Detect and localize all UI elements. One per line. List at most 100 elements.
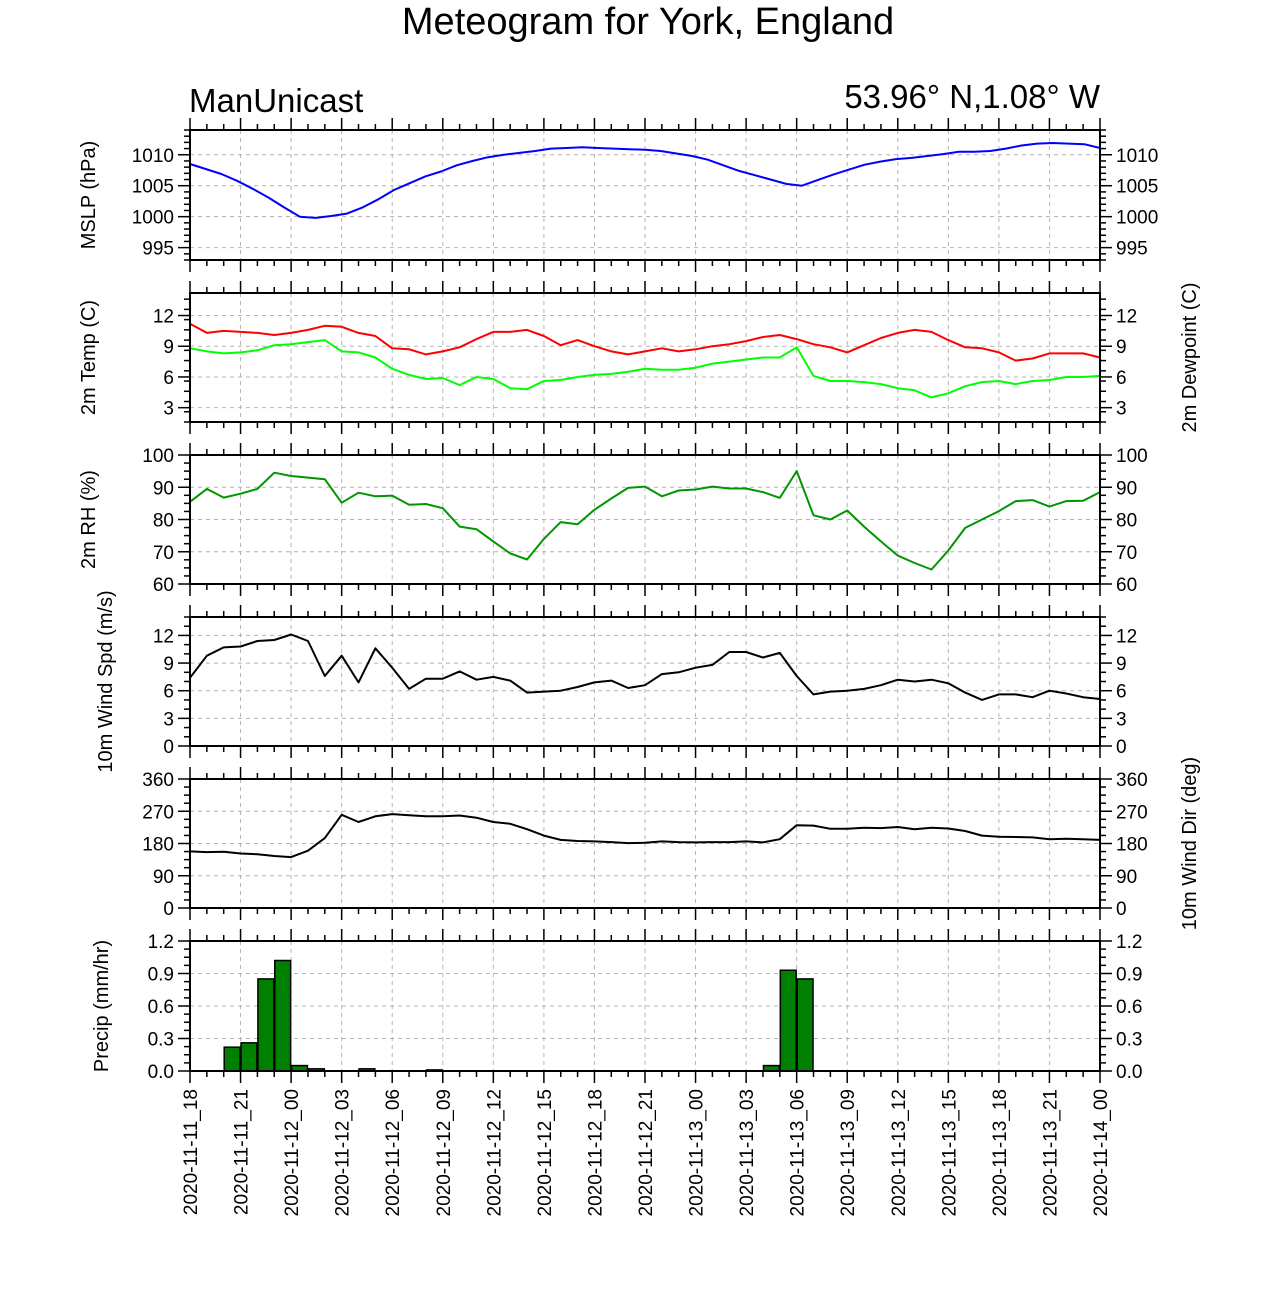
y-tick-label-right: 80	[1116, 511, 1137, 532]
time-tick-label: 2020-11-11_21	[232, 1089, 253, 1215]
y-tick-label-left: 1.2	[148, 932, 174, 953]
y-tick-label-left: 995	[142, 239, 174, 260]
y-tick-label-left: 6	[163, 682, 174, 703]
time-tick-label: 2020-11-12_03	[333, 1089, 354, 1216]
y-tick-label-left: 0	[163, 737, 174, 758]
y-axis-title-left: Precip (mm/hr)	[91, 940, 113, 1072]
y-tick-label-left: 90	[153, 478, 174, 499]
time-tick-label: 2020-11-11_18	[181, 1089, 202, 1215]
y-tick-label-right: 0.3	[1116, 1030, 1142, 1051]
series-line-mslp-0	[189, 142, 1101, 219]
y-tick-label-left: 0.0	[148, 1062, 174, 1083]
time-tick-label: 2020-11-12_18	[585, 1089, 606, 1216]
y-tick-label-right: 70	[1116, 543, 1137, 564]
panel-mslp: 995 995 1000 1000 1005 1005 1010 1010 MSLP (hPa)	[78, 118, 1158, 272]
y-tick-label-right: 6	[1116, 368, 1127, 389]
y-tick-label-right: 180	[1116, 835, 1148, 856]
time-tick-label: 2020-11-13_12	[889, 1089, 910, 1216]
y-tick-label-left: 90	[153, 867, 174, 888]
y-axis-title-left: 2m Temp (C)	[78, 300, 100, 415]
y-tick-label-right: 100	[1116, 446, 1148, 467]
time-tick-label: 2020-11-12_00	[282, 1089, 303, 1216]
precip-bar	[274, 959, 292, 1072]
source-label: ManUnicast	[189, 82, 363, 119]
y-tick-label-right: 270	[1116, 802, 1148, 823]
y-tick-label-right: 360	[1116, 770, 1148, 791]
y-tick-label-left: 80	[153, 511, 174, 532]
time-tick-label: 2020-11-13_09	[838, 1089, 859, 1216]
time-tick-label: 2020-11-12_21	[636, 1089, 657, 1216]
time-tick-label: 2020-11-12_09	[434, 1089, 455, 1216]
y-tick-label-right: 0.9	[1116, 965, 1142, 986]
y-tick-label-left: 3	[163, 709, 174, 730]
time-tick-label: 2020-11-12_15	[535, 1089, 556, 1216]
precip-bar	[796, 978, 814, 1072]
y-axis-title-left: 10m Wind Spd (m/s)	[95, 590, 117, 772]
time-tick-label: 2020-11-13_15	[939, 1089, 960, 1216]
y-tick-label-left: 1000	[132, 208, 174, 229]
y-tick-label-left: 70	[153, 543, 174, 564]
y-tick-label-left: 12	[153, 626, 174, 647]
y-tick-label-right: 12	[1116, 626, 1137, 647]
time-tick-label: 2020-11-13_03	[737, 1089, 758, 1216]
y-tick-label-right: 12	[1116, 307, 1137, 328]
y-tick-label-right: 0	[1116, 737, 1127, 758]
y-tick-label-right: 1005	[1116, 177, 1158, 198]
y-tick-label-right: 0.6	[1116, 997, 1142, 1018]
y-axis-title-left: MSLP (hPa)	[78, 141, 100, 250]
precip-bar	[240, 1042, 258, 1072]
y-tick-label-right: 1000	[1116, 208, 1158, 229]
y-tick-label-right: 60	[1116, 575, 1137, 596]
y-tick-label-left: 1010	[132, 146, 174, 167]
precip-bar	[223, 1046, 241, 1072]
y-tick-label-left: 60	[153, 575, 174, 596]
panel-rh: 60 60 70 70 80 80 90 90 100 100 2m RH (%)	[78, 443, 1148, 596]
y-tick-label-left: 1005	[132, 177, 174, 198]
y-axis-title-right: 2m Dewpoint (C)	[1179, 282, 1201, 432]
time-tick-label: 2020-11-12_06	[383, 1089, 404, 1216]
time-axis-labels: 2020-11-11_18 2020-11-11_21 2020-11-12_00 2…	[181, 1089, 1112, 1216]
panel-temp: 3 3 6 6 9 9 12 12 2m Temp (C) 2m Dewpoint (C)	[78, 281, 1201, 434]
chart-title: Meteogram for York, England	[402, 1, 894, 43]
y-tick-label-left: 0	[163, 899, 174, 920]
y-tick-label-left: 0.6	[148, 997, 174, 1018]
y-tick-label-left: 12	[153, 307, 174, 328]
y-tick-label-left: 3	[163, 399, 174, 420]
time-tick-label: 2020-11-14_00	[1091, 1089, 1112, 1216]
y-tick-label-right: 1.2	[1116, 932, 1142, 953]
y-tick-label-left: 9	[163, 654, 174, 675]
y-tick-label-left: 180	[142, 835, 174, 856]
y-tick-label-right: 1010	[1116, 146, 1158, 167]
y-tick-label-left: 360	[142, 770, 174, 791]
time-tick-label: 2020-11-12_12	[484, 1089, 505, 1216]
series-line-temp-1	[189, 339, 1101, 399]
series-line-rh-0	[189, 470, 1101, 571]
precip-bar	[257, 978, 275, 1072]
y-tick-label-left: 100	[142, 446, 174, 467]
series-line-wind-direction-0	[189, 813, 1101, 859]
y-axis-title-right: 10m Wind Dir (deg)	[1179, 757, 1201, 930]
time-tick-label: 2020-11-13_00	[687, 1089, 708, 1216]
panel-precip: 0.0 0.0 0.3 0.3 0.6 0.6 0.9 0.9 1.2 1.2 Precip (mm…	[91, 929, 1142, 1083]
y-tick-label-left: 0.3	[148, 1030, 174, 1051]
time-tick-label: 2020-11-13_21	[1040, 1089, 1061, 1216]
time-tick-label: 2020-11-13_18	[990, 1089, 1011, 1216]
time-tick-label: 2020-11-13_06	[788, 1089, 809, 1216]
y-axis-title-left: 2m RH (%)	[78, 470, 100, 569]
y-tick-label-right: 0	[1116, 899, 1127, 920]
y-tick-label-right: 9	[1116, 337, 1127, 358]
y-tick-label-right: 6	[1116, 682, 1127, 703]
y-tick-label-left: 270	[142, 802, 174, 823]
precip-bar	[779, 969, 797, 1072]
location-label: 53.96° N,1.08° W	[844, 78, 1101, 115]
panel-wind-speed: 0 0 3 3 6 6 9 9 12 12 10m Wind Spd (m/s)	[95, 590, 1137, 772]
y-tick-label-right: 995	[1116, 239, 1148, 260]
y-tick-label-left: 0.9	[148, 965, 174, 986]
panel-wind-direction: 0 0 90 90 180 180 270 270 360 360 10m Wind Dir (de…	[142, 757, 1201, 930]
y-tick-label-right: 90	[1116, 478, 1137, 499]
y-tick-label-left: 9	[163, 337, 174, 358]
y-tick-label-right: 3	[1116, 709, 1127, 730]
series-line-temp-0	[189, 322, 1101, 362]
